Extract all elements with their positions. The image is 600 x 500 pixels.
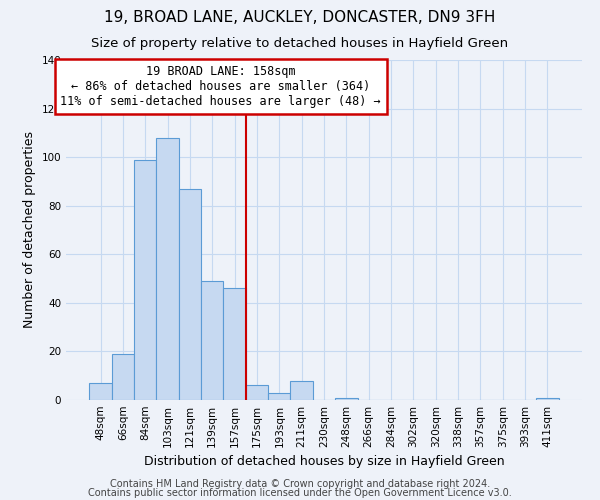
- Bar: [268, 392, 290, 400]
- Text: Contains public sector information licensed under the Open Government Licence v3: Contains public sector information licen…: [88, 488, 512, 498]
- X-axis label: Distribution of detached houses by size in Hayfield Green: Distribution of detached houses by size …: [143, 456, 505, 468]
- Bar: [157, 138, 179, 400]
- Text: 19 BROAD LANE: 158sqm
← 86% of detached houses are smaller (364)
11% of semi-det: 19 BROAD LANE: 158sqm ← 86% of detached …: [61, 65, 381, 108]
- Text: Contains HM Land Registry data © Crown copyright and database right 2024.: Contains HM Land Registry data © Crown c…: [110, 479, 490, 489]
- Bar: [290, 380, 313, 400]
- Text: Size of property relative to detached houses in Hayfield Green: Size of property relative to detached ho…: [91, 38, 509, 51]
- Bar: [112, 354, 134, 400]
- Bar: [89, 383, 112, 400]
- Bar: [179, 188, 201, 400]
- Bar: [223, 288, 246, 400]
- Bar: [246, 386, 268, 400]
- Text: 19, BROAD LANE, AUCKLEY, DONCASTER, DN9 3FH: 19, BROAD LANE, AUCKLEY, DONCASTER, DN9 …: [104, 10, 496, 25]
- Bar: [201, 281, 223, 400]
- Bar: [335, 398, 358, 400]
- Bar: [134, 160, 157, 400]
- Bar: [536, 398, 559, 400]
- Y-axis label: Number of detached properties: Number of detached properties: [23, 132, 36, 328]
